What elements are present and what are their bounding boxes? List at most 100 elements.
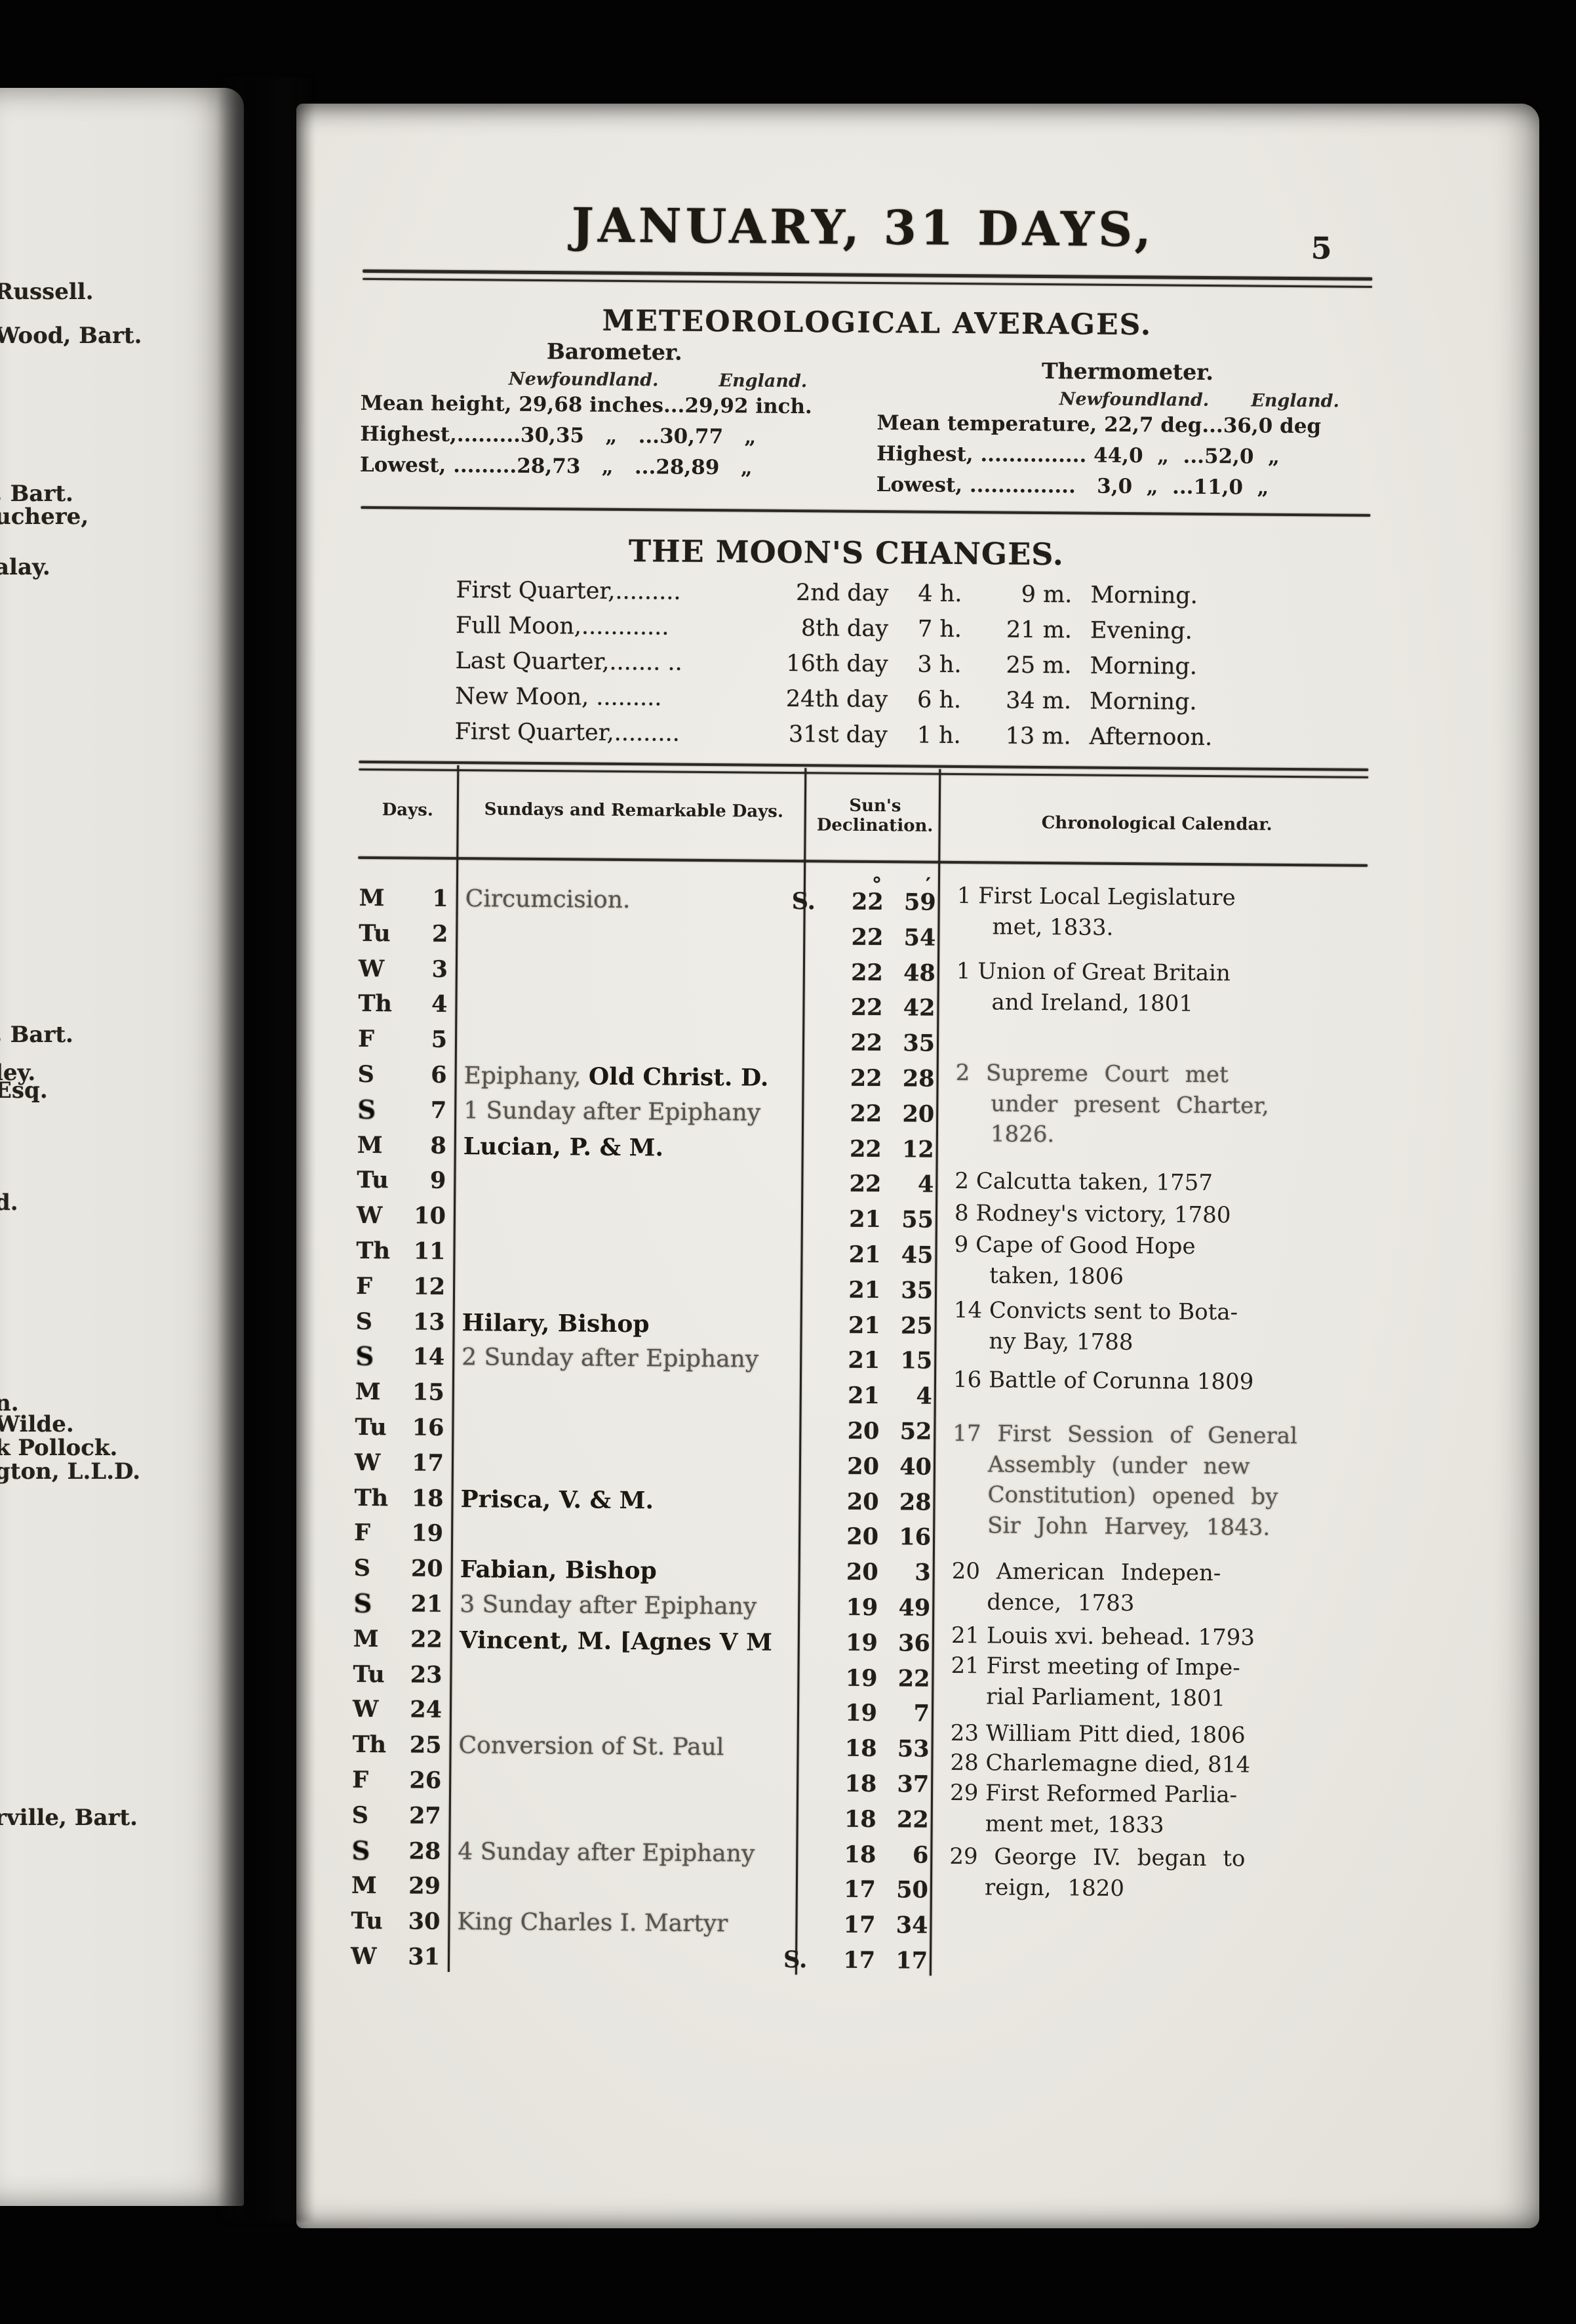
day-letter: S xyxy=(355,1342,374,1372)
barometer-highest: Highest,.........30,35 „ ...30,77 „ xyxy=(360,422,757,449)
chronological-entry-line: met, 1833. xyxy=(992,913,1114,941)
chronological-entry-line: Sir John Harvey, 1843. xyxy=(987,1512,1271,1541)
declination-prefix xyxy=(787,1519,817,1554)
declination-degrees: 22 xyxy=(849,1171,882,1198)
sun-declination-cell: 18 37 xyxy=(785,1766,934,1803)
chronological-entry-line: 29 George IV. began to xyxy=(949,1843,1246,1872)
chronological-entry-line: 8 Rodney's victory, 1780 xyxy=(954,1199,1231,1229)
moon-phase-label: Full Moon,............ xyxy=(455,612,669,641)
page-title: JANUARY, 31 DAYS, xyxy=(571,197,1156,258)
entry-segment: Circumcision. xyxy=(465,885,631,914)
thermometer-mean-temperature: Mean temperature, 22,7 deg...36,0 deg xyxy=(877,411,1322,439)
declination-degrees: 22 xyxy=(850,1064,882,1092)
sun-declination-cell: 22 35 xyxy=(791,1025,940,1062)
declination-minutes: 36 xyxy=(897,1630,931,1657)
barometer-mean-height: Mean height, 29,68 inches...29,92 inch. xyxy=(360,391,812,419)
chronological-entry-line: reign, 1820 xyxy=(984,1873,1125,1902)
moon-row: New Moon, ......... 24th day 6 h. 34 m. Morn… xyxy=(455,679,1294,721)
declination-prefix xyxy=(791,955,821,990)
day-letter: M xyxy=(351,1872,377,1900)
moon-day: 16th day xyxy=(786,650,888,678)
facing-page-edge: Russell. Wood, Bart., Bart. uchere, alay., … xyxy=(0,88,244,2206)
barometer-lowest: Lowest, .........28,73 „ ...28,89 „ xyxy=(359,452,753,480)
declination-minutes: 4 xyxy=(917,1171,934,1199)
moon-changes-title: THE MOON'S CHANGES. xyxy=(628,533,1065,572)
calendar-row: W 31 S. 17 17 xyxy=(349,1939,1360,1982)
declination-degrees: 22 xyxy=(850,1029,883,1057)
thermometer-col-england: England. xyxy=(1251,390,1340,412)
declination-minutes: 48 xyxy=(903,959,936,987)
sun-declination-cell: 19 22 xyxy=(785,1660,935,1697)
day-letter: Tu xyxy=(351,1907,383,1935)
moon-minute: 13 m. xyxy=(1005,723,1071,750)
day-letter: S xyxy=(351,1835,370,1866)
day-number: 21 xyxy=(410,1590,443,1618)
day-letter: S xyxy=(351,1801,369,1829)
chronological-entry: 2 Calcutta taken, 1757 xyxy=(955,1166,1364,1199)
remarkable-day-entry: Lucian, P. & M. xyxy=(463,1129,802,1167)
sun-declination-cell: 20 28 xyxy=(787,1484,936,1521)
facing-page-fragment: Russell. xyxy=(0,279,94,305)
chronological-entry-line: 2 Calcutta taken, 1757 xyxy=(955,1167,1213,1197)
declination-degrees: 22 xyxy=(851,923,884,951)
barometer-col-newfoundland: Newfoundland. xyxy=(508,369,659,391)
declination-prefix xyxy=(785,1660,816,1696)
declination-degrees: 19 xyxy=(845,1629,878,1656)
day-number: 2 xyxy=(431,920,448,948)
day-letter: Th xyxy=(352,1731,387,1759)
declination-prefix xyxy=(789,1166,819,1201)
chronological-calendar-column: 1 First Local Legislature met, 1833. 1 Uni… xyxy=(949,108,1372,1902)
declination-prefix xyxy=(786,1590,816,1625)
day-number: 16 xyxy=(412,1414,444,1441)
sun-declination-cell: S. 17 17 xyxy=(783,1942,933,1979)
chronological-entry: 21 First meeting of Impe-rial Parliament… xyxy=(951,1651,1360,1715)
declination-degrees: 22 xyxy=(849,1135,882,1163)
meteorological-averages-title: METEOROLOGICAL AVERAGES. xyxy=(602,304,1152,342)
day-letter: W xyxy=(358,955,385,982)
remarkable-day-entry: King Charles I. Martyr xyxy=(457,1904,795,1942)
entry-segment: 3 Sunday after Epiphany xyxy=(460,1591,757,1620)
day-letter: S xyxy=(355,1308,373,1335)
day-number: 23 xyxy=(410,1661,443,1689)
declination-minutes: 4 xyxy=(916,1382,932,1410)
column-header-days: Days. xyxy=(382,800,434,820)
facing-page-fragment: k Pollock. xyxy=(0,1435,118,1461)
chronological-entry: 20 American Indepen-dence, 1783 xyxy=(951,1556,1361,1620)
day-letter: F xyxy=(357,1026,375,1053)
declination-degrees: 21 xyxy=(848,1276,881,1304)
remarkable-day-entry: Hilary, Bishop xyxy=(462,1305,800,1344)
declination-minutes: 35 xyxy=(903,1030,936,1057)
day-letter: S xyxy=(357,1060,375,1089)
declination-minutes: 7 xyxy=(913,1700,930,1728)
day-letter: S xyxy=(353,1554,371,1582)
declination-minutes: 28 xyxy=(899,1488,932,1516)
chronological-entry: 1 Union of Great Britain and Ireland, 180… xyxy=(956,956,1366,1020)
book-gutter-shadow xyxy=(218,77,315,2222)
declination-minutes: 25 xyxy=(900,1312,933,1340)
day-number: 25 xyxy=(409,1731,442,1759)
entry-segment: Epiphany, xyxy=(463,1062,589,1091)
moon-hour: 7 h. xyxy=(917,616,962,643)
declination-prefix xyxy=(785,1731,815,1766)
declination-degrees: 20 xyxy=(846,1523,879,1551)
chronological-entry-line: 21 First meeting of Impe- xyxy=(951,1652,1240,1681)
entry-segment: Hilary, Bishop xyxy=(462,1308,650,1338)
declination-degrees: 21 xyxy=(848,1241,881,1269)
chronological-entry-line: 20 American Indepen- xyxy=(951,1557,1221,1587)
declination-degrees: 18 xyxy=(844,1805,877,1833)
declination-prefix xyxy=(786,1554,816,1590)
declination-prefix xyxy=(791,990,821,1025)
declination-degrees: 22 xyxy=(850,994,883,1022)
declination-degrees: 20 xyxy=(846,1558,878,1586)
chronological-entry: 21 Louis xvi. behead. 1793 xyxy=(951,1620,1360,1654)
moon-phase-label: Last Quarter,....... .. xyxy=(455,647,682,676)
remarkable-day-entry: 2 Sunday after Epiphany xyxy=(462,1340,800,1378)
sun-declination-cell: 18 53 xyxy=(785,1731,934,1767)
moon-row: First Quarter,......... 31st day 1 h. 13 m.… xyxy=(455,714,1294,756)
day-number: 1 xyxy=(432,885,448,912)
chronological-entry-line: and Ireland, 1801 xyxy=(991,988,1194,1017)
minute-symbol: ′ xyxy=(925,873,931,897)
chronological-entry-line: 1 Union of Great Britain xyxy=(956,958,1231,987)
moon-period: Morning. xyxy=(1090,582,1198,609)
sun-declination-cell: 17 50 xyxy=(784,1872,934,1908)
